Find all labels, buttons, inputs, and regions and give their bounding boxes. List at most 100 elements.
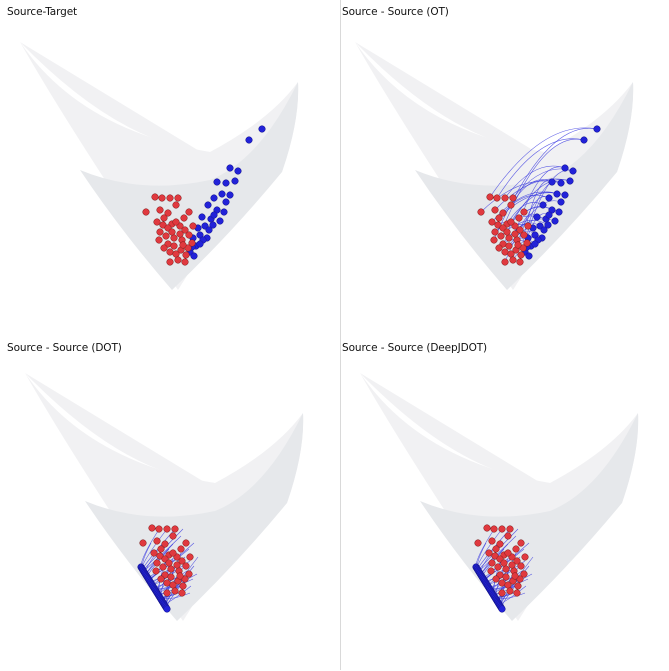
target-point [216,217,224,225]
source-point [153,559,161,567]
surface-back-right [355,42,634,180]
source-point [500,559,508,567]
source-point [170,242,178,250]
source-point [523,239,531,247]
target-point [198,213,206,221]
surface-back [355,42,582,290]
target-point [213,178,221,186]
target-point [555,208,563,216]
surface-back-right [20,42,299,180]
source-point [517,539,525,547]
source-point [501,248,509,256]
target-point [222,198,230,206]
source-point [487,567,495,575]
source-point [513,589,521,597]
source-point [507,218,515,226]
target-point [569,167,577,175]
source-point [503,228,511,236]
source-point [507,201,515,209]
source-point [139,539,147,547]
source-point [483,524,491,532]
target-point [210,211,218,219]
surface-front [80,82,299,290]
source-point [169,532,177,540]
source-point [491,228,499,236]
source-point [163,579,171,587]
target-point [561,164,569,172]
source-point [516,258,524,266]
source-point [517,251,525,259]
source-point [186,553,194,561]
source-point [188,239,196,247]
source-point [174,194,182,202]
source-point [153,537,161,545]
source-point [151,193,159,201]
panel-title: Source-Target [7,6,78,18]
source-point [520,208,528,216]
source-point [171,525,179,533]
source-point [142,208,150,216]
target-point [566,177,574,185]
source-point [509,256,517,264]
source-point [165,559,173,567]
plot-area [360,373,639,621]
target-point [210,194,218,202]
source-point [496,540,504,548]
source-point [514,582,522,590]
target-point [561,191,569,199]
source-point [513,557,521,565]
source-point [515,214,523,222]
target-point [580,136,588,144]
source-point [488,559,496,567]
source-point [150,549,158,557]
source-point [511,572,519,580]
source-point [490,525,498,533]
source-point [506,525,514,533]
plot-group [360,373,639,621]
source-point [163,525,171,533]
mapped-point [163,605,171,613]
panel-source-source-dot: Source - Source (DOT) [0,336,334,671]
source-point [182,251,190,259]
source-point [499,209,507,217]
source-point [160,244,168,252]
source-point [189,222,197,230]
source-point [172,201,180,209]
source-point [169,549,177,557]
target-point [544,221,552,229]
surface-back [20,42,247,290]
source-point [495,244,503,252]
source-point [504,549,512,557]
source-point [485,549,493,557]
target-point [525,252,533,260]
source-point [166,194,174,202]
source-point [517,562,525,570]
source-point [162,232,170,240]
target-point [218,190,226,198]
source-point [498,579,506,587]
source-point [520,570,528,578]
plot-group [20,42,299,290]
panel-source-target: Source-Target [0,0,334,335]
source-point [168,228,176,236]
source-point [155,236,163,244]
source-point [492,545,500,553]
target-point [593,125,601,133]
source-point [498,525,506,533]
source-point [166,248,174,256]
target-point [226,164,234,172]
panel-title: Source - Source (OT) [342,6,449,18]
target-point [196,240,204,248]
panel-title: Source - Source (DeepJDOT) [342,342,488,354]
source-point [521,553,529,561]
source-point [491,206,499,214]
transport-link [510,191,558,223]
source-point [490,236,498,244]
source-point [181,258,189,266]
source-point [497,232,505,240]
source-point [163,589,171,597]
source-point [502,573,510,581]
source-point [516,226,524,234]
source-point [161,540,169,548]
source-point [486,193,494,201]
